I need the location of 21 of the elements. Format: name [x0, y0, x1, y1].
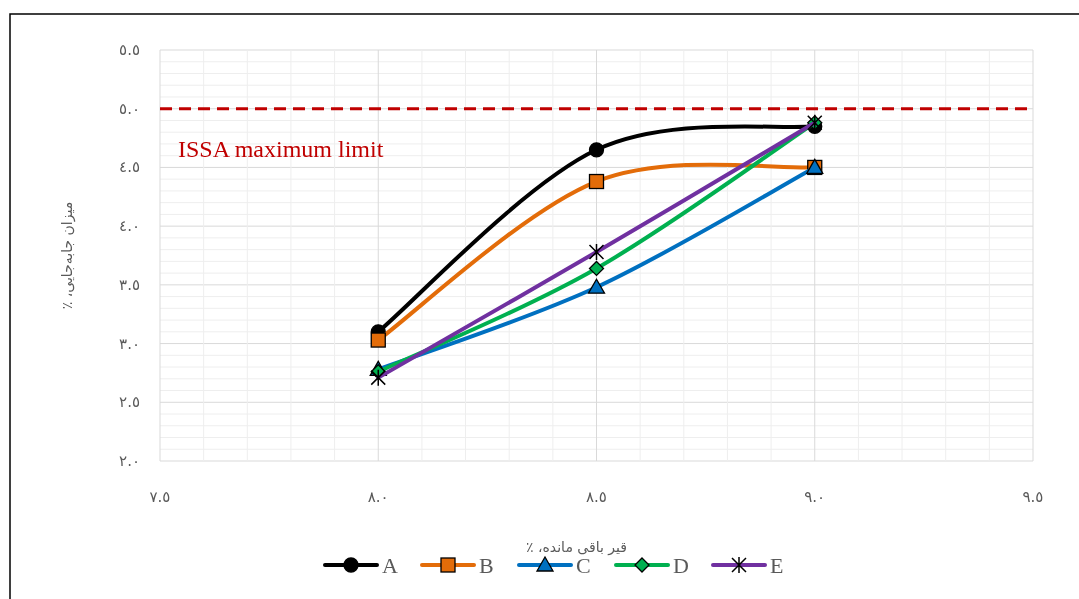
x-tick-label: ٧.٥ [149, 488, 171, 506]
y-tick-label: ٤.٥ [119, 158, 140, 177]
y-axis-title: میزان جابه‌جایی، ٪ [59, 201, 76, 310]
x-tick-label: ٨.٠ [367, 488, 389, 506]
legend-label: C [576, 553, 591, 578]
y-tick-label: ٣.٥ [119, 275, 140, 294]
legend-label: A [382, 553, 398, 578]
y-tick-label: ٤.٠ [119, 217, 140, 236]
legend-label: B [479, 553, 494, 578]
x-tick-label: ٨.٥ [586, 488, 607, 506]
y-tick-label: ٢.٠ [119, 452, 140, 470]
y-tick-label: ٥.٠ [119, 99, 140, 118]
y-tick-label: ٥.٥ [119, 41, 140, 59]
legend-label: E [770, 553, 784, 578]
x-tick-label: ٩.٠ [804, 488, 826, 506]
legend-label: D [673, 553, 689, 578]
y-tick-label: ٢.٥ [119, 393, 140, 412]
ref-line-label: ISSA maximum limit [178, 135, 384, 162]
y-tick-label: ٣.٠ [119, 334, 140, 353]
x-tick-label: ٩.٥ [1022, 488, 1044, 506]
x-axis-title: قیر باقی مانده، ٪ [526, 539, 627, 556]
